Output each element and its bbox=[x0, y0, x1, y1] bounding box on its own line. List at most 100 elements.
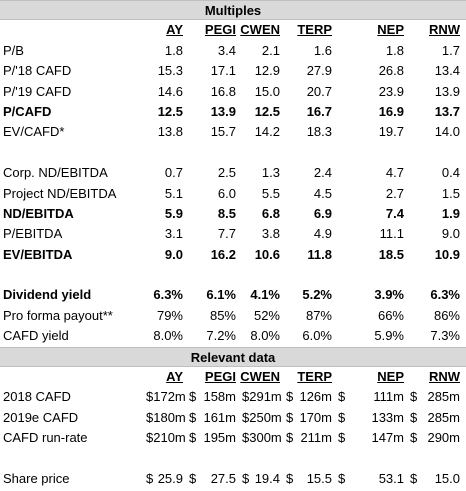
data-row: P/CAFD 12.5 13.9 12.5 16.7 16.9 13.7 bbox=[0, 102, 466, 122]
value-cell: 7.3% bbox=[430, 328, 460, 344]
data-row: EV/EBITDA 9.0 16.2 10.6 11.8 18.5 10.9 bbox=[0, 245, 466, 265]
section-title: Multiples bbox=[0, 0, 466, 21]
money-cell: $211m bbox=[280, 428, 332, 448]
value-cell: 15.3 bbox=[157, 63, 183, 79]
money-cell: $111m bbox=[332, 387, 404, 407]
spacer bbox=[0, 20, 140, 40]
money-cell: $158m bbox=[183, 387, 236, 407]
amount: 300m bbox=[249, 430, 282, 446]
row-label: ND/EBITDA bbox=[3, 205, 74, 221]
column-header-row: AY PEGI CWEN TERP NEP RNW bbox=[0, 20, 466, 40]
value-cell: 6.8 bbox=[261, 205, 280, 221]
value-cell: 5.1 bbox=[164, 185, 183, 201]
money-cell: $126m bbox=[280, 387, 332, 407]
value-cell: 85% bbox=[209, 307, 236, 323]
value-cell: 1.9 bbox=[441, 205, 460, 221]
amount: 290m bbox=[427, 430, 460, 446]
value-cell: 0.4 bbox=[441, 165, 460, 181]
column-header: PEGI bbox=[204, 22, 236, 38]
currency: $ bbox=[242, 430, 250, 446]
currency: $ bbox=[189, 470, 197, 486]
money-cell: $285m bbox=[404, 408, 460, 428]
currency: $ bbox=[410, 430, 418, 446]
column-header-row: AY PEGI CWEN TERP NEP RNW bbox=[0, 367, 466, 387]
row-label: Dividend yield bbox=[3, 287, 92, 303]
currency: $ bbox=[189, 409, 197, 425]
amount: 147m bbox=[371, 430, 404, 446]
value-cell: 16.2 bbox=[210, 246, 236, 262]
column-header: RNW bbox=[428, 22, 460, 38]
value-cell: 4.9 bbox=[313, 226, 332, 242]
currency: $ bbox=[338, 389, 346, 405]
value-cell: 26.8 bbox=[378, 63, 404, 79]
money-cell: $180m bbox=[140, 408, 186, 428]
amount: 285m bbox=[427, 409, 460, 425]
value-cell: 13.9 bbox=[210, 103, 236, 119]
currency: $ bbox=[286, 409, 294, 425]
data-row: CAFD yield 8.0% 7.2% 8.0% 6.0% 5.9% 7.3% bbox=[0, 326, 466, 346]
currency: $ bbox=[338, 409, 346, 425]
row-label: P/'18 CAFD bbox=[3, 63, 72, 79]
value-cell: 6.3% bbox=[153, 287, 183, 303]
currency: $ bbox=[338, 470, 346, 486]
value-cell: 12.5 bbox=[254, 103, 280, 119]
value-cell: 6.3% bbox=[430, 287, 460, 303]
value-cell: 6.1% bbox=[206, 287, 236, 303]
value-cell: 10.9 bbox=[434, 246, 460, 262]
value-cell: 13.8 bbox=[157, 124, 183, 140]
value-cell: 0.7 bbox=[164, 165, 183, 181]
value-cell: 15.7 bbox=[210, 124, 236, 140]
data-row: 2019e CAFD $180m $161m $250m $170m $133m $285m bbox=[0, 408, 466, 428]
value-cell: 2.4 bbox=[313, 165, 332, 181]
data-row: EV/CAFD* 13.8 15.7 14.2 18.3 19.7 14.0 bbox=[0, 122, 466, 142]
blank-row bbox=[0, 143, 466, 163]
value-cell: 3.4 bbox=[217, 42, 236, 58]
row-label: CAFD yield bbox=[3, 328, 69, 344]
value-cell: 16.8 bbox=[210, 83, 236, 99]
money-cell: $291m bbox=[236, 387, 282, 407]
row-label: EV/EBITDA bbox=[3, 246, 73, 262]
currency: $ bbox=[146, 389, 154, 405]
column-header: PEGI bbox=[204, 369, 236, 385]
value-cell: 5.2% bbox=[302, 287, 332, 303]
money-cell: $147m bbox=[332, 428, 404, 448]
data-row: Share price $25.9 $27.5 $19.4 $15.5 $53.1 $15.… bbox=[0, 469, 466, 489]
value-cell: 1.8 bbox=[164, 42, 183, 58]
currency: $ bbox=[189, 430, 197, 446]
value-cell: 12.5 bbox=[157, 103, 183, 119]
row-label: 2019e CAFD bbox=[3, 409, 79, 425]
row-label: Share price bbox=[3, 470, 70, 486]
data-row: P/B 1.8 3.4 2.1 1.6 1.8 1.7 bbox=[0, 41, 466, 61]
value-cell: 13.7 bbox=[434, 103, 460, 119]
currency: $ bbox=[146, 409, 154, 425]
value-cell: 9.0 bbox=[164, 246, 183, 262]
value-cell: 23.9 bbox=[378, 83, 404, 99]
amount: 210m bbox=[153, 430, 186, 446]
value-cell: 18.3 bbox=[306, 124, 332, 140]
currency: $ bbox=[410, 409, 418, 425]
data-row: Pro forma payout** 79% 85% 52% 87% 66% 86% bbox=[0, 306, 466, 326]
amount: 250m bbox=[249, 409, 282, 425]
value-cell: 11.8 bbox=[307, 246, 332, 262]
value-cell: 7.2% bbox=[206, 328, 236, 344]
column-header: NEP bbox=[377, 22, 404, 38]
money-cell: $285m bbox=[404, 387, 460, 407]
column-header: TERP bbox=[297, 22, 332, 38]
currency: $ bbox=[146, 430, 154, 446]
data-row: P/EBITDA 3.1 7.7 3.8 4.9 11.1 9.0 bbox=[0, 224, 466, 244]
money-cell: $15.0 bbox=[404, 469, 460, 489]
value-cell: 12.9 bbox=[254, 63, 280, 79]
value-cell: 5.9 bbox=[164, 205, 183, 221]
value-cell: 5.9% bbox=[374, 328, 404, 344]
amount: 15.5 bbox=[306, 470, 332, 486]
value-cell: 8.5 bbox=[217, 205, 236, 221]
section-title: Relevant data bbox=[0, 346, 466, 368]
money-cell: $195m bbox=[183, 428, 236, 448]
value-cell: 2.7 bbox=[385, 185, 404, 201]
value-cell: 8.0% bbox=[153, 328, 183, 344]
column-header: NEP bbox=[377, 369, 404, 385]
data-row: P/'18 CAFD 15.3 17.1 12.9 27.9 26.8 13.4 bbox=[0, 61, 466, 81]
value-cell: 3.8 bbox=[261, 226, 280, 242]
column-header: AY bbox=[166, 369, 183, 385]
value-cell: 87% bbox=[305, 307, 332, 323]
